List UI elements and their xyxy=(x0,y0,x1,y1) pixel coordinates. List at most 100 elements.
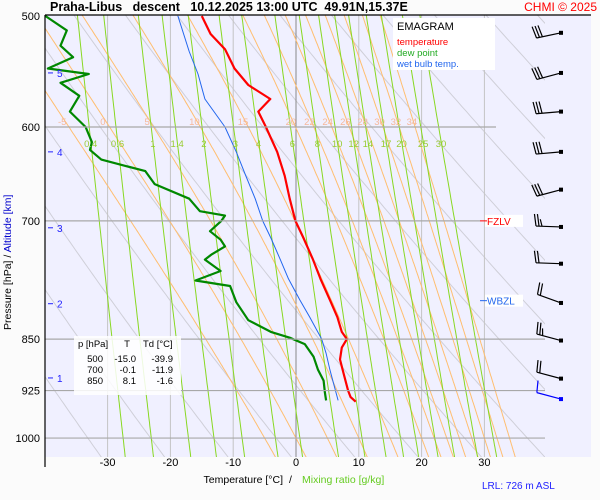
wind-barb-feather xyxy=(536,214,540,227)
mixing-ratio-line xyxy=(103,15,154,457)
mixing-ratio-line xyxy=(274,15,340,457)
temperature-profile xyxy=(200,15,357,403)
moist-adiabat xyxy=(263,15,442,457)
wind-barb-feather xyxy=(531,184,538,197)
altitude-label: 5 xyxy=(57,69,63,80)
moist-adiabat-label: 22 xyxy=(304,117,315,128)
table-header-p: p [hPa] xyxy=(78,339,108,350)
wind-barb xyxy=(533,250,563,266)
mixing-ratio-label: 0.4 xyxy=(84,139,97,150)
x-tick-label: 20 xyxy=(415,457,427,469)
x-axis-title-mixing: Mixing ratio [g/kg] xyxy=(302,474,384,486)
moist-adiabat-label: 32 xyxy=(391,117,402,128)
isobar-label: 600 xyxy=(22,122,40,134)
wind-barb-feather xyxy=(534,67,541,79)
moist-adiabat-label: 20 xyxy=(286,117,297,128)
chart-title: Praha-Libus descent 10.12.2025 13:00 UTC… xyxy=(50,0,408,14)
table-cell-t: 8.1 xyxy=(123,376,136,387)
table-row: 700 -0.1 -11.9 xyxy=(87,365,173,376)
dry-adiabat xyxy=(45,205,229,457)
x-tick-label: -10 xyxy=(225,457,241,469)
x-tick-label: -20 xyxy=(162,457,178,469)
wind-barb xyxy=(533,213,563,229)
mixing-ratio-line xyxy=(218,15,279,457)
wind-barb xyxy=(532,141,563,155)
mixing-ratio-label: 1.4 xyxy=(171,139,184,150)
mixing-ratio-line xyxy=(76,15,126,457)
wind-barb-feather xyxy=(534,184,541,196)
dry-adiabat xyxy=(433,15,545,140)
table-cell-p: 850 xyxy=(87,376,103,387)
mixing-ratio-label: 4 xyxy=(256,139,261,150)
mixing-ratio-label: 12 xyxy=(348,139,359,150)
mixing-ratio-label: 6 xyxy=(290,139,295,150)
mixing-ratio-line xyxy=(137,15,192,457)
wind-barb-feather xyxy=(537,25,543,37)
table-cell-p: 700 xyxy=(87,365,103,376)
wind-barb-feather xyxy=(531,26,538,39)
dry-adiabat xyxy=(279,15,545,325)
x-tick-label: 30 xyxy=(478,457,490,469)
isobar-label: 850 xyxy=(22,334,40,346)
wind-barb xyxy=(536,282,563,305)
table-header-td: Td [°C] xyxy=(143,339,173,350)
wind-barb-feather xyxy=(539,322,542,335)
moist-adiabat xyxy=(379,15,516,457)
moist-adiabat-label: 10 xyxy=(189,117,200,128)
mixing-ratio-label: 0.6 xyxy=(111,139,124,150)
x-axis-title-sep: / xyxy=(289,474,292,486)
dry-adiabat xyxy=(227,15,545,391)
mixing-ratio-line xyxy=(298,15,366,457)
moist-adiabat xyxy=(242,15,430,457)
fzlv-label: FZLV xyxy=(487,217,511,228)
x-tick-label: -30 xyxy=(100,457,116,469)
wind-barb-staff xyxy=(536,72,562,80)
wind-barb-station-dot xyxy=(559,300,563,305)
legend-dew-point: dew point xyxy=(397,48,438,59)
table-row: 500 -15.0 -39.9 xyxy=(87,354,173,365)
fzlv-label-box xyxy=(485,214,523,227)
wind-barb-station-dot xyxy=(559,187,563,192)
mixing-ratio-label: 10 xyxy=(332,139,343,150)
mixing-ratio-label: 14 xyxy=(363,139,374,150)
wind-barb-feather xyxy=(537,183,544,195)
moist-adiabat xyxy=(45,89,276,457)
mixing-ratio-line xyxy=(401,15,479,457)
wind-barb-station-dot xyxy=(559,261,563,266)
wind-barb xyxy=(536,380,563,402)
values-table: p [hPa] T Td [°C] 500 -15.0 -39.9 700 -0… xyxy=(74,336,181,395)
wind-barb-staff xyxy=(536,371,562,380)
mixing-ratio-line xyxy=(161,15,217,457)
wind-barb-feather xyxy=(536,250,540,264)
wind-barb-station-dot xyxy=(559,338,563,343)
wind-barb-feather xyxy=(533,250,537,263)
x-tick-label: 10 xyxy=(353,457,365,469)
legend-wet-bulb: wet bulb temp. xyxy=(396,59,459,70)
table-cell-p: 500 xyxy=(87,354,103,365)
wind-barb-feather xyxy=(531,68,538,80)
wind-barb-staff xyxy=(537,293,562,304)
wind-barb-feather xyxy=(534,25,541,38)
x-axis-title-temperature: Temperature [°C] xyxy=(204,474,284,486)
moist-adiabat xyxy=(361,15,504,457)
mixing-ratio-line xyxy=(365,15,439,457)
table-cell-td: -1.6 xyxy=(157,376,173,387)
table-cell-t: -15.0 xyxy=(114,354,136,365)
copyright: CHMI © 2025 xyxy=(524,0,597,14)
moist-adiabat-label: 28 xyxy=(357,117,368,128)
y-axis-title-pressure: Pressure [hPa] xyxy=(2,260,14,330)
wind-barb-staff xyxy=(536,392,562,400)
wind-barb xyxy=(532,101,563,115)
moist-adiabat xyxy=(132,15,368,457)
isobar-label: 1000 xyxy=(16,433,40,445)
mixing-ratio-line xyxy=(348,15,420,457)
legend-temperature: temperature xyxy=(397,37,448,48)
wind-barb-feather xyxy=(533,213,537,227)
wind-barb-feather xyxy=(536,282,541,295)
mixing-ratio-line xyxy=(318,15,387,457)
wind-barb xyxy=(536,359,563,381)
moist-adiabat xyxy=(81,15,338,457)
moist-adiabat xyxy=(304,15,467,457)
wind-barb-feather xyxy=(538,101,543,114)
